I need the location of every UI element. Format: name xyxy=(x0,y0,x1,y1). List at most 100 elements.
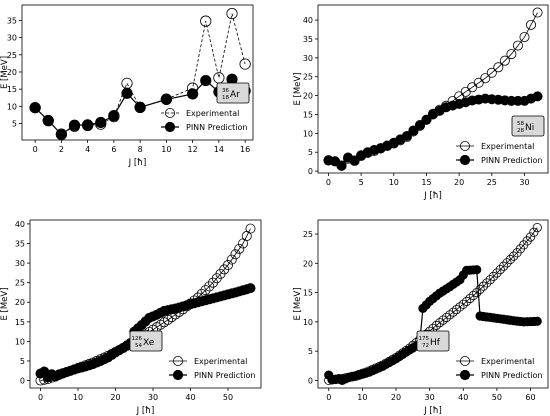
pinn-point xyxy=(421,114,432,125)
y-tick-label: 30 xyxy=(15,259,25,268)
y-tick-label: 25 xyxy=(7,51,17,60)
pinn-point xyxy=(349,155,360,166)
x-tick-label: 40 xyxy=(185,393,195,402)
y-tick-label: 35 xyxy=(15,239,25,248)
legend-label-pinn: PINN Prediction xyxy=(186,123,247,132)
chart-panel-xe: 0 10 20 30 40 50 0 5 10 15 20 25 30 35 40 J [ħ] E [MeV] E… xyxy=(0,219,262,416)
nucleus-mass-number: 36 xyxy=(222,88,229,94)
pinn-point xyxy=(121,87,133,99)
nucleus-atomic-number: 72 xyxy=(422,343,429,349)
y-tick-label: 20 xyxy=(7,68,17,77)
x-tick-label: 20 xyxy=(110,393,120,402)
experimental-point xyxy=(462,296,472,306)
y-tick-label: 0 xyxy=(308,376,313,385)
nucleus-atomic-number: 28 xyxy=(517,128,524,134)
y-axis-label: E [MeV] xyxy=(293,287,303,320)
axes-frame xyxy=(317,4,549,174)
nucleus-symbol: Hf xyxy=(430,338,441,348)
x-tick-label: 16 xyxy=(240,145,250,154)
legend-marker-filled xyxy=(459,154,471,166)
x-tick-label: 2 xyxy=(59,145,64,154)
legend-marker-open xyxy=(459,355,470,366)
y-tick-label: 15 xyxy=(303,110,313,119)
y-axis-label: E [MeV] xyxy=(293,72,303,105)
experimental-point xyxy=(438,315,448,325)
experimental-point xyxy=(441,312,452,323)
legend-marker-filled xyxy=(459,369,471,381)
y-tick-label: 10 xyxy=(15,337,25,346)
axes-frame xyxy=(29,219,262,389)
nucleus-symbol: Xe xyxy=(143,338,155,348)
y-tick-label: 20 xyxy=(15,298,25,307)
experimental-point xyxy=(230,249,241,260)
experimental-point xyxy=(532,223,542,233)
y-tick-label: 10 xyxy=(303,318,313,327)
nucleus-atomic-number: 18 xyxy=(222,95,229,101)
nucleus-label-box xyxy=(129,330,163,352)
pinn-point xyxy=(532,91,543,102)
x-tick-label: 10 xyxy=(357,393,367,402)
nucleus-mass-number: 175 xyxy=(419,336,430,342)
experimental-point xyxy=(478,281,489,291)
x-tick-label: 10 xyxy=(73,393,83,402)
legend-label-experimental: Experimental xyxy=(481,357,534,366)
pinn-point xyxy=(414,120,425,131)
plot-area xyxy=(29,7,251,140)
legend-label-experimental: Experimental xyxy=(186,109,239,118)
nucleus-label-box xyxy=(511,115,545,137)
x-axis-label: J [ħ] xyxy=(136,406,155,416)
x-tick-label: 10 xyxy=(389,178,399,187)
x-tick-label: 20 xyxy=(454,178,464,187)
experimental-point xyxy=(239,58,251,70)
nucleus-label-box xyxy=(216,82,250,104)
experimental-point xyxy=(200,15,212,27)
experimental-point xyxy=(451,304,462,315)
pinn-point xyxy=(532,316,542,326)
experimental-point xyxy=(435,318,445,328)
experimental-point xyxy=(519,32,530,43)
y-axis-label: E [MeV] xyxy=(0,56,10,89)
x-tick-label: 5 xyxy=(359,178,364,187)
chart-panel-hf: 0 10 20 30 40 50 60 0 5 10 15 20 25 J [ħ] E [MeV] Exper… xyxy=(293,219,549,416)
legend-marker-open xyxy=(172,355,183,366)
legend-marker-open xyxy=(459,140,470,151)
nucleus-mass-number: 58 xyxy=(517,121,524,127)
y-axis-label: E [MeV] xyxy=(0,287,10,320)
experimental-point xyxy=(222,260,233,271)
x-tick-label: 15 xyxy=(421,178,431,187)
experimental-point xyxy=(499,55,510,66)
x-tick-label: 4 xyxy=(85,145,90,154)
experimental-point xyxy=(465,293,475,304)
legend-marker-open xyxy=(164,108,175,119)
plot-area xyxy=(35,223,256,386)
x-tick-label: 30 xyxy=(148,393,158,402)
experimental-point xyxy=(475,284,485,294)
pinn-point xyxy=(82,119,94,131)
experimental-point xyxy=(213,72,225,84)
x-tick-label: 10 xyxy=(161,145,171,154)
legend-label-pinn: PINN Prediction xyxy=(481,156,542,165)
y-tick-label: 40 xyxy=(15,220,25,229)
experimental-point xyxy=(431,320,441,330)
pinn-point xyxy=(160,93,172,106)
nucleus-symbol: Ar xyxy=(230,90,240,100)
experimental-point xyxy=(226,254,237,265)
experimental-point xyxy=(505,254,515,265)
experimental-point xyxy=(482,278,492,288)
pinn-point xyxy=(187,88,199,100)
x-tick-label: 30 xyxy=(519,178,529,187)
x-tick-label: 50 xyxy=(492,393,502,402)
experimental-point xyxy=(121,77,133,89)
pinn-point xyxy=(245,283,256,294)
y-tick-label: 5 xyxy=(308,347,313,356)
x-tick-label: 14 xyxy=(214,145,224,154)
experimental-point xyxy=(529,227,539,237)
x-tick-label: 60 xyxy=(525,393,535,402)
y-tick-label: 10 xyxy=(303,129,313,138)
legend-marker-filled xyxy=(172,369,184,381)
experimental-point xyxy=(509,251,519,261)
experimental-point xyxy=(493,62,504,73)
x-tick-label: 6 xyxy=(111,145,116,154)
experimental-point xyxy=(472,287,482,298)
